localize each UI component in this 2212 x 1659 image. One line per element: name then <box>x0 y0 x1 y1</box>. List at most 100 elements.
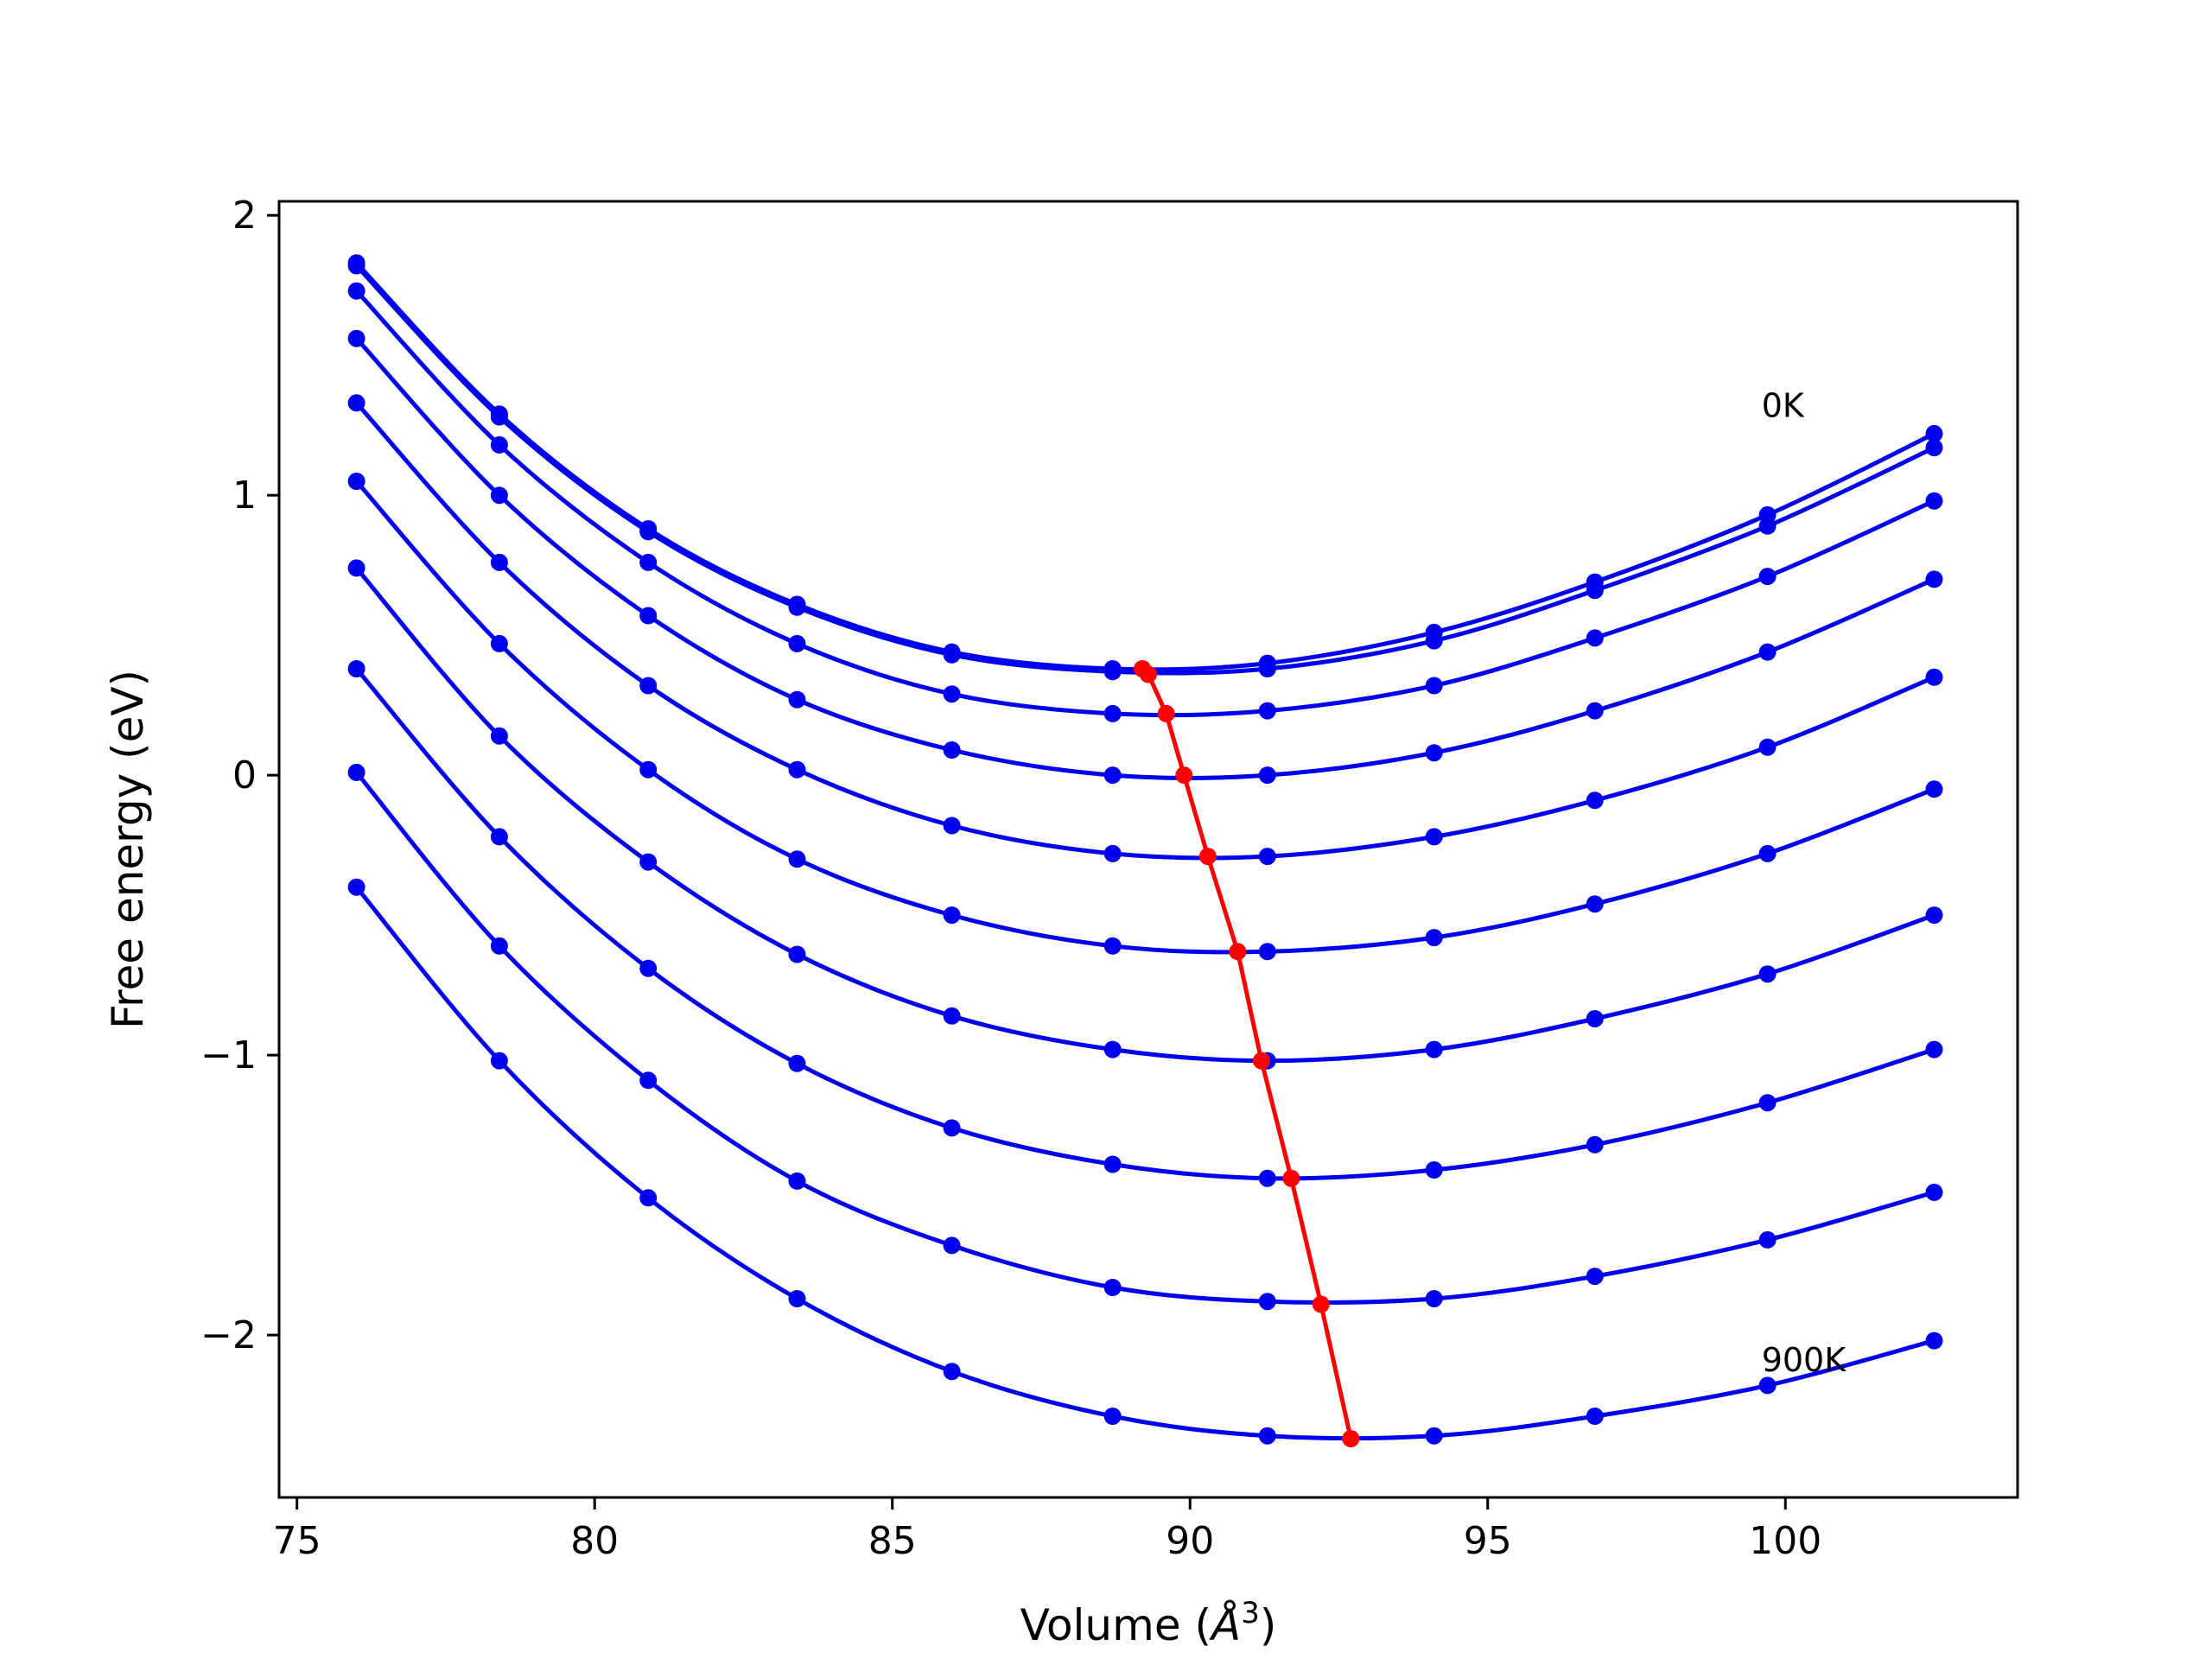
curve-5-point-4 <box>943 906 961 925</box>
minimum-point-8 <box>1312 1295 1330 1313</box>
curve-1-point-6 <box>1258 660 1276 677</box>
curve-2-point-3 <box>788 634 806 652</box>
curve-7-point-9 <box>1758 1094 1777 1112</box>
curve-5-point-1 <box>490 634 508 652</box>
x-axis-ticks: 75 80 85 90 95 100 <box>273 1497 1821 1563</box>
curve-9-point-5 <box>1103 1408 1122 1425</box>
curve-8-point-4 <box>943 1236 961 1255</box>
curve-6-point-8 <box>1586 1010 1604 1027</box>
curve-2-point-7 <box>1425 677 1443 695</box>
minimum-point-9 <box>1342 1430 1360 1447</box>
curve-0-point-10 <box>1925 424 1943 442</box>
curve-6-point-4 <box>943 1007 961 1025</box>
curve-5-point-9 <box>1758 844 1777 862</box>
minima-line <box>1141 667 1353 1440</box>
x-axis-label: Volume (Å3) <box>1020 1596 1277 1650</box>
curve-1-point-2 <box>639 523 658 541</box>
curve-7-point-8 <box>1586 1135 1604 1154</box>
curve-8-point-3 <box>788 1172 806 1190</box>
curve-7-point-1 <box>490 828 508 846</box>
curve-5-point-6 <box>1258 943 1276 961</box>
curve-2-point-4 <box>943 685 961 703</box>
curve-3-point-10 <box>1925 570 1943 588</box>
x-tick-label: 85 <box>868 1519 917 1563</box>
curve-9-point-1 <box>490 1052 508 1070</box>
curve-8-point-1 <box>490 937 508 955</box>
curve-3-point-5 <box>1103 766 1122 785</box>
curve-8-point-10 <box>1925 1183 1943 1201</box>
curve-6-point-5 <box>1103 1040 1122 1058</box>
curve-7-point-0 <box>347 660 365 677</box>
curve-1-point-0 <box>347 257 365 275</box>
curve-2-point-10 <box>1925 492 1943 510</box>
curve-8-point-8 <box>1586 1268 1604 1286</box>
y-tick-label: 1 <box>232 474 257 518</box>
curve-2-point-2 <box>639 553 658 571</box>
minimum-point-6 <box>1252 1052 1270 1070</box>
curve-4-point-8 <box>1586 791 1604 810</box>
curve-6-point-0 <box>347 559 365 577</box>
curve-6-point-1 <box>490 727 508 745</box>
y-axis-label: Free energy (eV) <box>103 670 153 1029</box>
curve-4-point-5 <box>1103 844 1122 862</box>
curve-1-point-9 <box>1758 517 1777 535</box>
curve-2-point-0 <box>347 282 365 300</box>
curve-3-point-0 <box>347 329 365 347</box>
curve-6-point-3 <box>788 945 806 963</box>
x-tick-label: 95 <box>1464 1519 1512 1563</box>
curve-2-point-9 <box>1758 568 1777 586</box>
curve-7-point-10 <box>1925 1040 1943 1058</box>
curve-9-point-9 <box>1758 1376 1777 1395</box>
y-tick-label: 2 <box>232 194 257 238</box>
curve-4-point-9 <box>1758 738 1777 756</box>
curve-1-point-3 <box>788 598 806 616</box>
x-tick-label: 100 <box>1749 1519 1821 1563</box>
curve-3-point-8 <box>1586 702 1604 720</box>
curve-4-point-6 <box>1258 848 1276 866</box>
curve-4-point-0 <box>347 394 365 412</box>
curve-2-point-5 <box>1103 704 1122 722</box>
curve-8-point-9 <box>1758 1230 1777 1249</box>
curve-7-point-5 <box>1103 1155 1122 1173</box>
annotations: 0K 900K <box>1762 386 1847 1379</box>
x-tick-label: 80 <box>570 1519 619 1563</box>
x-tick-label: 75 <box>273 1519 321 1563</box>
y-axis-ticks: 2 1 0 −1 −2 <box>200 194 279 1357</box>
curve-1-point-10 <box>1925 439 1943 457</box>
curve-6-point-2 <box>639 853 658 871</box>
minimum-point-4 <box>1198 848 1217 866</box>
curve-2-point-1 <box>490 435 508 454</box>
curve-9-point-8 <box>1586 1408 1604 1425</box>
curve-9-point-0 <box>347 878 365 896</box>
curve-4-point-4 <box>943 817 961 835</box>
curve-2-point-8 <box>1586 629 1604 647</box>
y-tick-label: 0 <box>232 753 257 798</box>
curve-5-point-5 <box>1103 937 1122 955</box>
curve-5-point-7 <box>1425 929 1443 947</box>
curve-9-point-6 <box>1258 1427 1276 1445</box>
curve-9-point-10 <box>1925 1332 1943 1350</box>
curve-8-point-7 <box>1425 1290 1443 1307</box>
curve-8-point-5 <box>1103 1279 1122 1296</box>
plot-area <box>347 254 1943 1447</box>
minimum-point-2 <box>1157 704 1175 722</box>
y-tick-label: −1 <box>200 1033 257 1077</box>
curve-3-point-6 <box>1258 766 1276 785</box>
curve-1-point-5 <box>1103 663 1122 681</box>
curve-1-point-7 <box>1425 632 1443 650</box>
free-energy-curve-8 <box>354 771 1936 1305</box>
curve-7-point-6 <box>1258 1169 1276 1187</box>
curve-3-point-1 <box>490 486 508 505</box>
temperature-annotation: 900K <box>1762 1341 1847 1379</box>
axes-frame <box>277 200 2019 1499</box>
curve-9-point-4 <box>943 1363 961 1381</box>
curve-5-point-3 <box>788 850 806 868</box>
curve-4-point-1 <box>490 553 508 571</box>
curve-4-point-7 <box>1425 828 1443 846</box>
curve-5-point-2 <box>639 760 658 779</box>
curve-1-point-1 <box>490 408 508 426</box>
minimum-point-5 <box>1229 943 1247 961</box>
minimum-point-3 <box>1175 766 1193 785</box>
curve-5-point-10 <box>1925 780 1943 798</box>
